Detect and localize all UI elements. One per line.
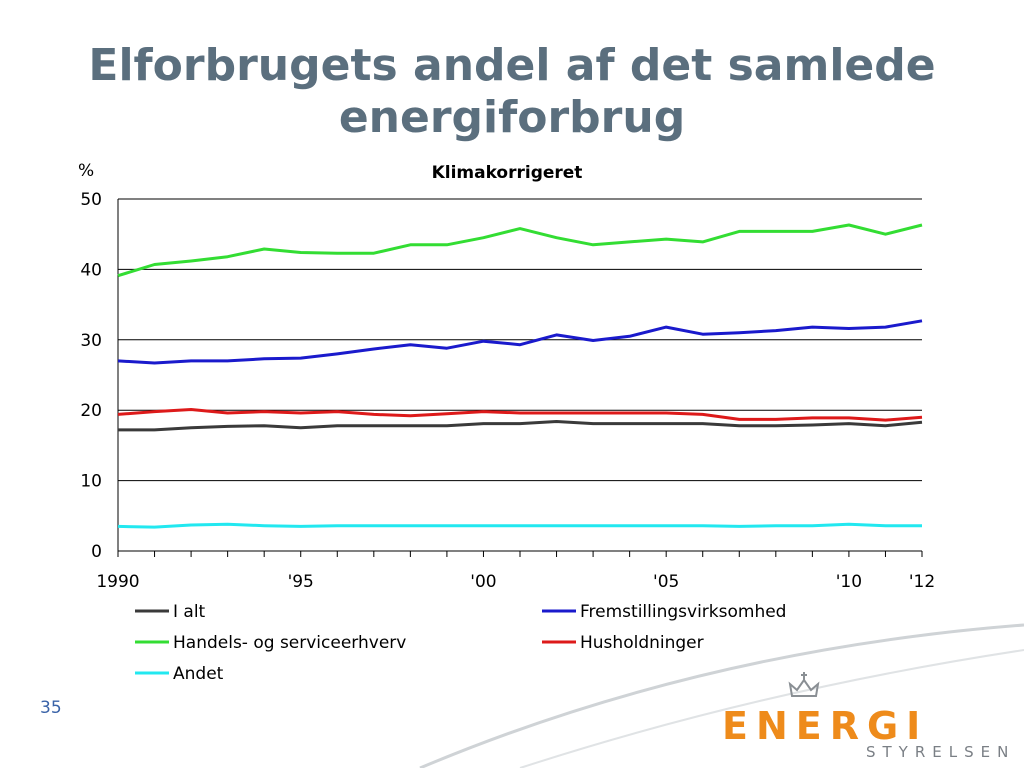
page-number: 35 — [40, 698, 62, 718]
legend-label: Husholdninger — [580, 633, 704, 653]
y-tick-label: 0 — [91, 542, 102, 562]
logo-subtitle: STYRELSEN — [866, 743, 1016, 761]
series-line — [117, 319, 923, 365]
y-tick-label: 30 — [80, 331, 102, 351]
slide-title-line1: Elforbrugets andel af det samlede — [88, 40, 936, 91]
x-tick-label: '00 — [470, 572, 496, 592]
legend-label: Handels- og serviceerhverv — [173, 633, 406, 653]
y-tick-label: 10 — [80, 472, 102, 492]
logo-wordmark: ENERGI — [722, 704, 929, 748]
series-line — [117, 223, 923, 278]
slide-title-line2: energiforbrug — [338, 92, 686, 143]
x-tick-label: '10 — [836, 572, 862, 592]
y-tick-label: 50 — [80, 190, 102, 210]
legend-label: Fremstillingsvirksomhed — [580, 602, 786, 622]
x-tick-label: '95 — [288, 572, 314, 592]
chart-legend: I alt Fremstillingsvirksomhed Handels- og … — [135, 602, 786, 684]
y-tick-label: 20 — [80, 401, 102, 421]
chart-series — [117, 223, 923, 529]
series-line — [117, 408, 923, 422]
legend-label: Andet — [173, 664, 224, 684]
background-swoosh — [419, 623, 1024, 768]
x-tick-label: '05 — [653, 572, 679, 592]
series-line — [118, 420, 923, 432]
series-line — [117, 522, 922, 529]
slide-title: Elforbrugets andel af det samlede energi… — [0, 40, 1024, 144]
y-tick-label: 40 — [80, 260, 102, 280]
legend-label: I alt — [173, 602, 206, 622]
chart-title: Klimakorrigeret — [432, 163, 583, 183]
y-axis-unit: % — [78, 161, 94, 181]
x-tick-label: '12 — [909, 572, 935, 592]
x-tick-label: 1990 — [96, 572, 139, 592]
crown-emblem — [788, 672, 820, 697]
chart-axes: 0 10 20 30 40 50 1990 '95 '00 '05 '10 '12 — [80, 190, 935, 592]
chart-grid — [118, 198, 922, 552]
